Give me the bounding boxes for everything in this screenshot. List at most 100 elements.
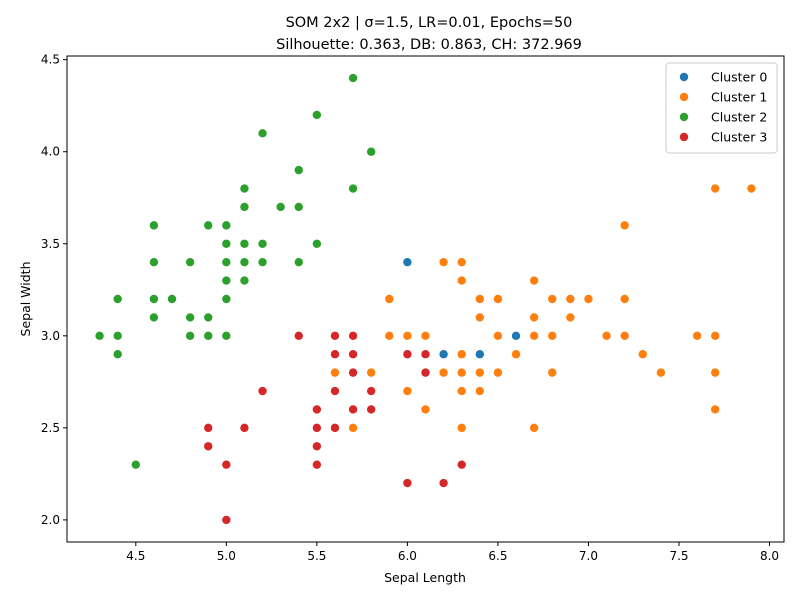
legend-label: Cluster 0 <box>711 70 767 85</box>
data-point-cluster-1 <box>493 368 503 377</box>
data-point-cluster-2 <box>240 202 249 212</box>
data-point-cluster-2 <box>258 129 267 138</box>
data-point-cluster-1 <box>366 368 376 377</box>
data-point-cluster-1 <box>566 294 575 304</box>
data-point-cluster-3 <box>366 405 376 414</box>
data-point-cluster-1 <box>475 368 485 377</box>
chart-title-line-2: Silhouette: 0.363, DB: 0.863, CH: 372.96… <box>276 37 582 53</box>
data-point-cluster-1 <box>602 331 611 341</box>
data-point-cluster-1 <box>566 313 575 322</box>
data-point-cluster-3 <box>348 405 358 414</box>
data-point-cluster-3 <box>312 405 322 414</box>
data-point-cluster-1 <box>475 294 485 304</box>
data-point-cluster-1 <box>710 184 720 193</box>
data-point-cluster-1 <box>385 331 394 341</box>
data-point-cluster-2 <box>294 202 303 212</box>
data-point-cluster-2 <box>185 331 195 341</box>
data-point-cluster-2 <box>348 184 358 193</box>
data-point-cluster-1 <box>475 386 485 396</box>
x-tick-label: 5.0 <box>217 549 236 563</box>
data-point-cluster-3 <box>294 331 303 341</box>
data-point-cluster-2 <box>348 73 358 83</box>
data-point-cluster-3 <box>348 350 358 359</box>
data-point-cluster-1 <box>620 294 629 304</box>
legend-marker <box>679 72 689 82</box>
data-point-cluster-1 <box>710 405 720 414</box>
data-point-cluster-3 <box>403 478 412 488</box>
x-tick-label: 5.5 <box>307 549 326 563</box>
data-point-cluster-3 <box>204 442 213 451</box>
data-point-cluster-2 <box>240 184 249 193</box>
chart-title-line-1: SOM 2x2 | σ=1.5, LR=0.01, Epochs=50 <box>286 15 573 31</box>
data-point-cluster-2 <box>312 239 322 248</box>
data-point-cluster-1 <box>385 294 394 304</box>
data-point-cluster-2 <box>113 294 122 304</box>
data-point-cluster-1 <box>620 331 629 341</box>
data-point-cluster-3 <box>330 386 340 396</box>
data-point-cluster-2 <box>185 313 195 322</box>
data-point-cluster-2 <box>149 257 159 267</box>
data-point-cluster-1 <box>529 423 539 433</box>
data-point-cluster-1 <box>548 368 557 377</box>
data-point-cluster-2 <box>204 313 213 322</box>
data-point-cluster-2 <box>240 257 249 267</box>
data-point-cluster-2 <box>185 257 195 267</box>
y-tick-label: 2.5 <box>41 421 60 435</box>
data-point-cluster-1 <box>457 386 466 396</box>
data-point-cluster-3 <box>421 368 430 377</box>
data-point-cluster-3 <box>258 386 267 396</box>
data-point-cluster-3 <box>330 350 340 359</box>
data-point-cluster-2 <box>258 239 267 248</box>
data-point-cluster-0 <box>439 350 448 359</box>
data-point-cluster-1 <box>747 184 756 193</box>
data-points <box>95 73 756 525</box>
data-point-cluster-3 <box>403 350 412 359</box>
data-point-cluster-1 <box>710 368 720 377</box>
legend-box <box>665 62 778 154</box>
x-tick-label: 7.5 <box>669 549 688 563</box>
data-point-cluster-1 <box>421 331 430 341</box>
legend: Cluster 0 Cluster 1 Cluster 2 Cluster 3 <box>665 62 778 154</box>
data-point-cluster-2 <box>167 294 177 304</box>
data-point-cluster-1 <box>548 331 557 341</box>
x-tick-label: 6.5 <box>488 549 507 563</box>
y-tick-label: 2.0 <box>41 513 60 527</box>
data-point-cluster-1 <box>348 423 358 433</box>
x-axis-label: Sepal Length <box>384 570 466 585</box>
data-point-cluster-3 <box>222 515 231 525</box>
y-axis-ticks: 2.0 2.5 3.0 3.5 4.0 4.5 <box>41 53 67 527</box>
data-point-cluster-2 <box>276 202 285 212</box>
data-point-cluster-2 <box>113 350 122 359</box>
x-tick-label: 6.0 <box>398 549 417 563</box>
data-point-cluster-1 <box>529 313 539 322</box>
data-point-cluster-2 <box>258 257 267 267</box>
data-point-cluster-1 <box>638 350 647 359</box>
data-point-cluster-1 <box>548 294 557 304</box>
data-point-cluster-1 <box>511 350 521 359</box>
data-point-cluster-1 <box>457 423 466 433</box>
data-point-cluster-2 <box>95 331 104 341</box>
x-tick-label: 4.5 <box>126 549 145 563</box>
data-point-cluster-3 <box>312 460 322 469</box>
y-tick-label: 3.0 <box>41 329 60 343</box>
data-point-cluster-0 <box>475 350 485 359</box>
data-point-cluster-1 <box>457 276 466 285</box>
data-point-cluster-1 <box>656 368 666 377</box>
data-point-cluster-2 <box>149 294 159 304</box>
data-point-cluster-2 <box>222 239 231 248</box>
data-point-cluster-3 <box>366 386 376 396</box>
legend-marker <box>679 132 689 142</box>
y-axis-label: Sepal Width <box>18 262 33 337</box>
data-point-cluster-3 <box>348 331 358 341</box>
data-point-cluster-3 <box>330 423 340 433</box>
plot-frame <box>66 55 785 543</box>
data-point-cluster-2 <box>312 110 322 120</box>
data-point-cluster-2 <box>366 147 376 156</box>
data-point-cluster-2 <box>131 460 141 469</box>
legend-label: Cluster 3 <box>711 130 767 145</box>
data-point-cluster-1 <box>457 368 466 377</box>
data-point-cluster-2 <box>204 221 213 230</box>
data-point-cluster-3 <box>421 350 430 359</box>
data-point-cluster-3 <box>457 460 466 469</box>
